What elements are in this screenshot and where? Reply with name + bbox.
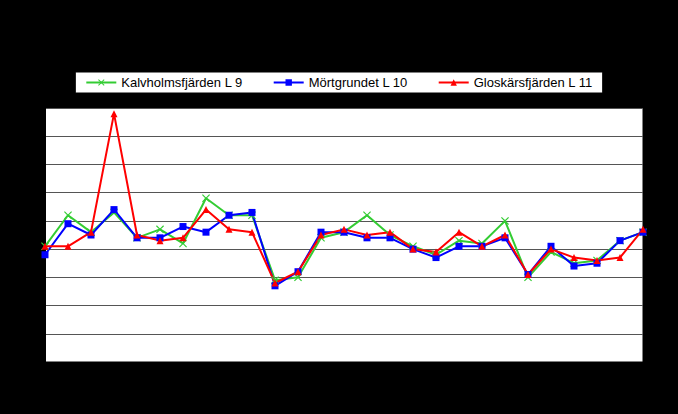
svg-text:Mörtgrundet L 10: Mörtgrundet L 10 xyxy=(309,75,408,90)
svg-text:Gloskärsfjärden L 11: Gloskärsfjärden L 11 xyxy=(474,75,593,90)
svg-text:Kalvholmsfjärden L 9: Kalvholmsfjärden L 9 xyxy=(121,75,242,90)
